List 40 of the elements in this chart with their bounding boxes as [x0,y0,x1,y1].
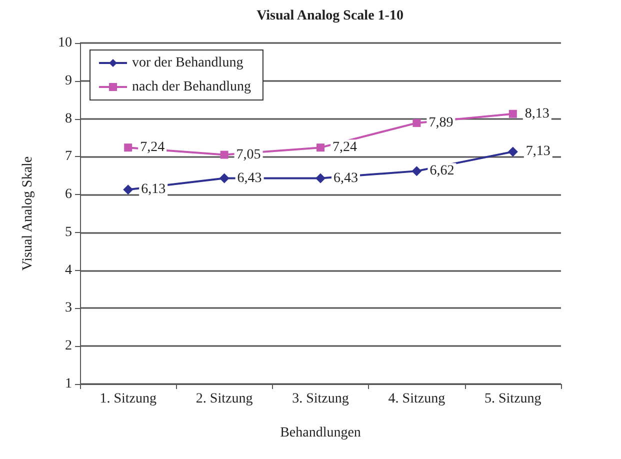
y-tick-label: 2 [65,338,72,354]
x-tick-label: 1. Sitzung [100,392,156,406]
y-tick-label: 3 [65,300,72,316]
data-label: 6,62 [430,164,454,179]
point [412,166,422,176]
point [219,173,230,184]
y-tick-label: 5 [65,224,72,240]
data-label: 7,24 [140,140,165,156]
data-label: 8,13 [524,106,550,122]
point [412,118,421,127]
data-label: 7,05 [236,147,261,162]
y-tick-label: 1 [65,376,72,392]
x-axis-title: Behandlungen [280,426,361,440]
y-axis-title: Visual Analog Skale [20,156,36,271]
point [316,144,324,152]
y-tick-label: 10 [58,36,72,50]
data-label: 6,43 [237,170,262,186]
point [316,173,326,184]
data-label: 7,89 [428,115,454,130]
data-label: 7,24 [332,140,357,156]
point [220,150,228,159]
point [508,146,518,157]
x-tick-label: 3. Sitzung [292,392,349,406]
legend-label: nach der Behandlung [132,80,251,94]
y-tick-label: 7 [65,149,72,164]
point [124,144,132,152]
x-tick-label: 5. Sitzung [484,392,542,406]
y-tick-label: 6 [65,187,72,202]
data-label: 7,13 [526,144,550,160]
y-tick-label: 8 [65,111,72,126]
point [508,110,517,118]
data-label: 6,13 [141,182,166,198]
x-tick-label: 4. Sitzung [388,392,446,406]
chart-title: Visual Analog Scale 1-10 [256,8,404,24]
point [123,184,134,195]
y-tick-label: 9 [65,73,72,88]
y-tick-label: 4 [65,262,72,278]
x-tick-label: 2. Sitzung [196,392,253,406]
data-label: 6,43 [334,170,358,186]
legend-label: vor der Behandlung [132,56,244,70]
